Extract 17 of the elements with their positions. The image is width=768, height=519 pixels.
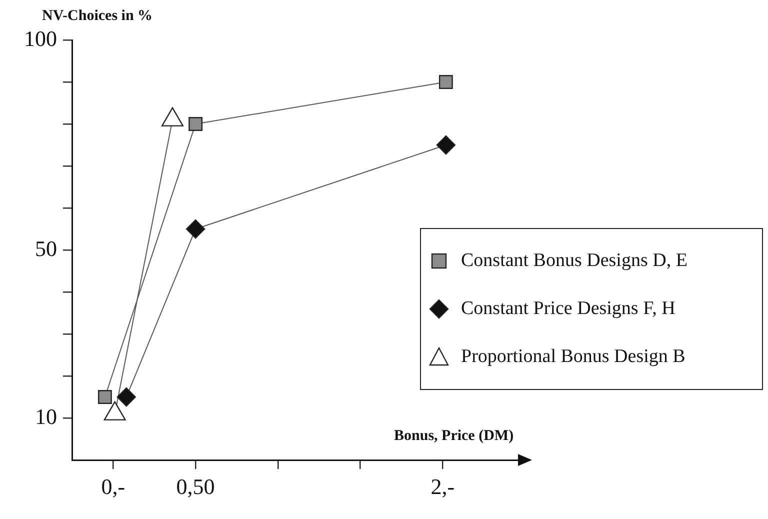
y-axis-title: NV-Choices in %: [42, 8, 153, 25]
y-tick-label: 50: [35, 236, 57, 261]
y-tick-label: 100: [24, 26, 57, 51]
point: [116, 387, 136, 407]
y-tick-label: 10: [35, 404, 57, 429]
x-tick-label: 0,50: [176, 474, 215, 499]
legend-label: Constant Price Designs F, H: [461, 298, 676, 320]
x-tick-label: 0,-: [101, 474, 126, 499]
point: [98, 390, 112, 404]
point: [186, 219, 206, 239]
x-axis-title: Bonus, Price (DM): [394, 428, 514, 445]
point: [188, 117, 203, 131]
point: [438, 75, 453, 89]
point: [436, 135, 456, 155]
legend-label: Constant Bonus Designs D, E: [461, 250, 688, 272]
x-tick-label: 2,-: [430, 474, 455, 499]
legend-label: Proportional Bonus Design B: [461, 346, 686, 368]
